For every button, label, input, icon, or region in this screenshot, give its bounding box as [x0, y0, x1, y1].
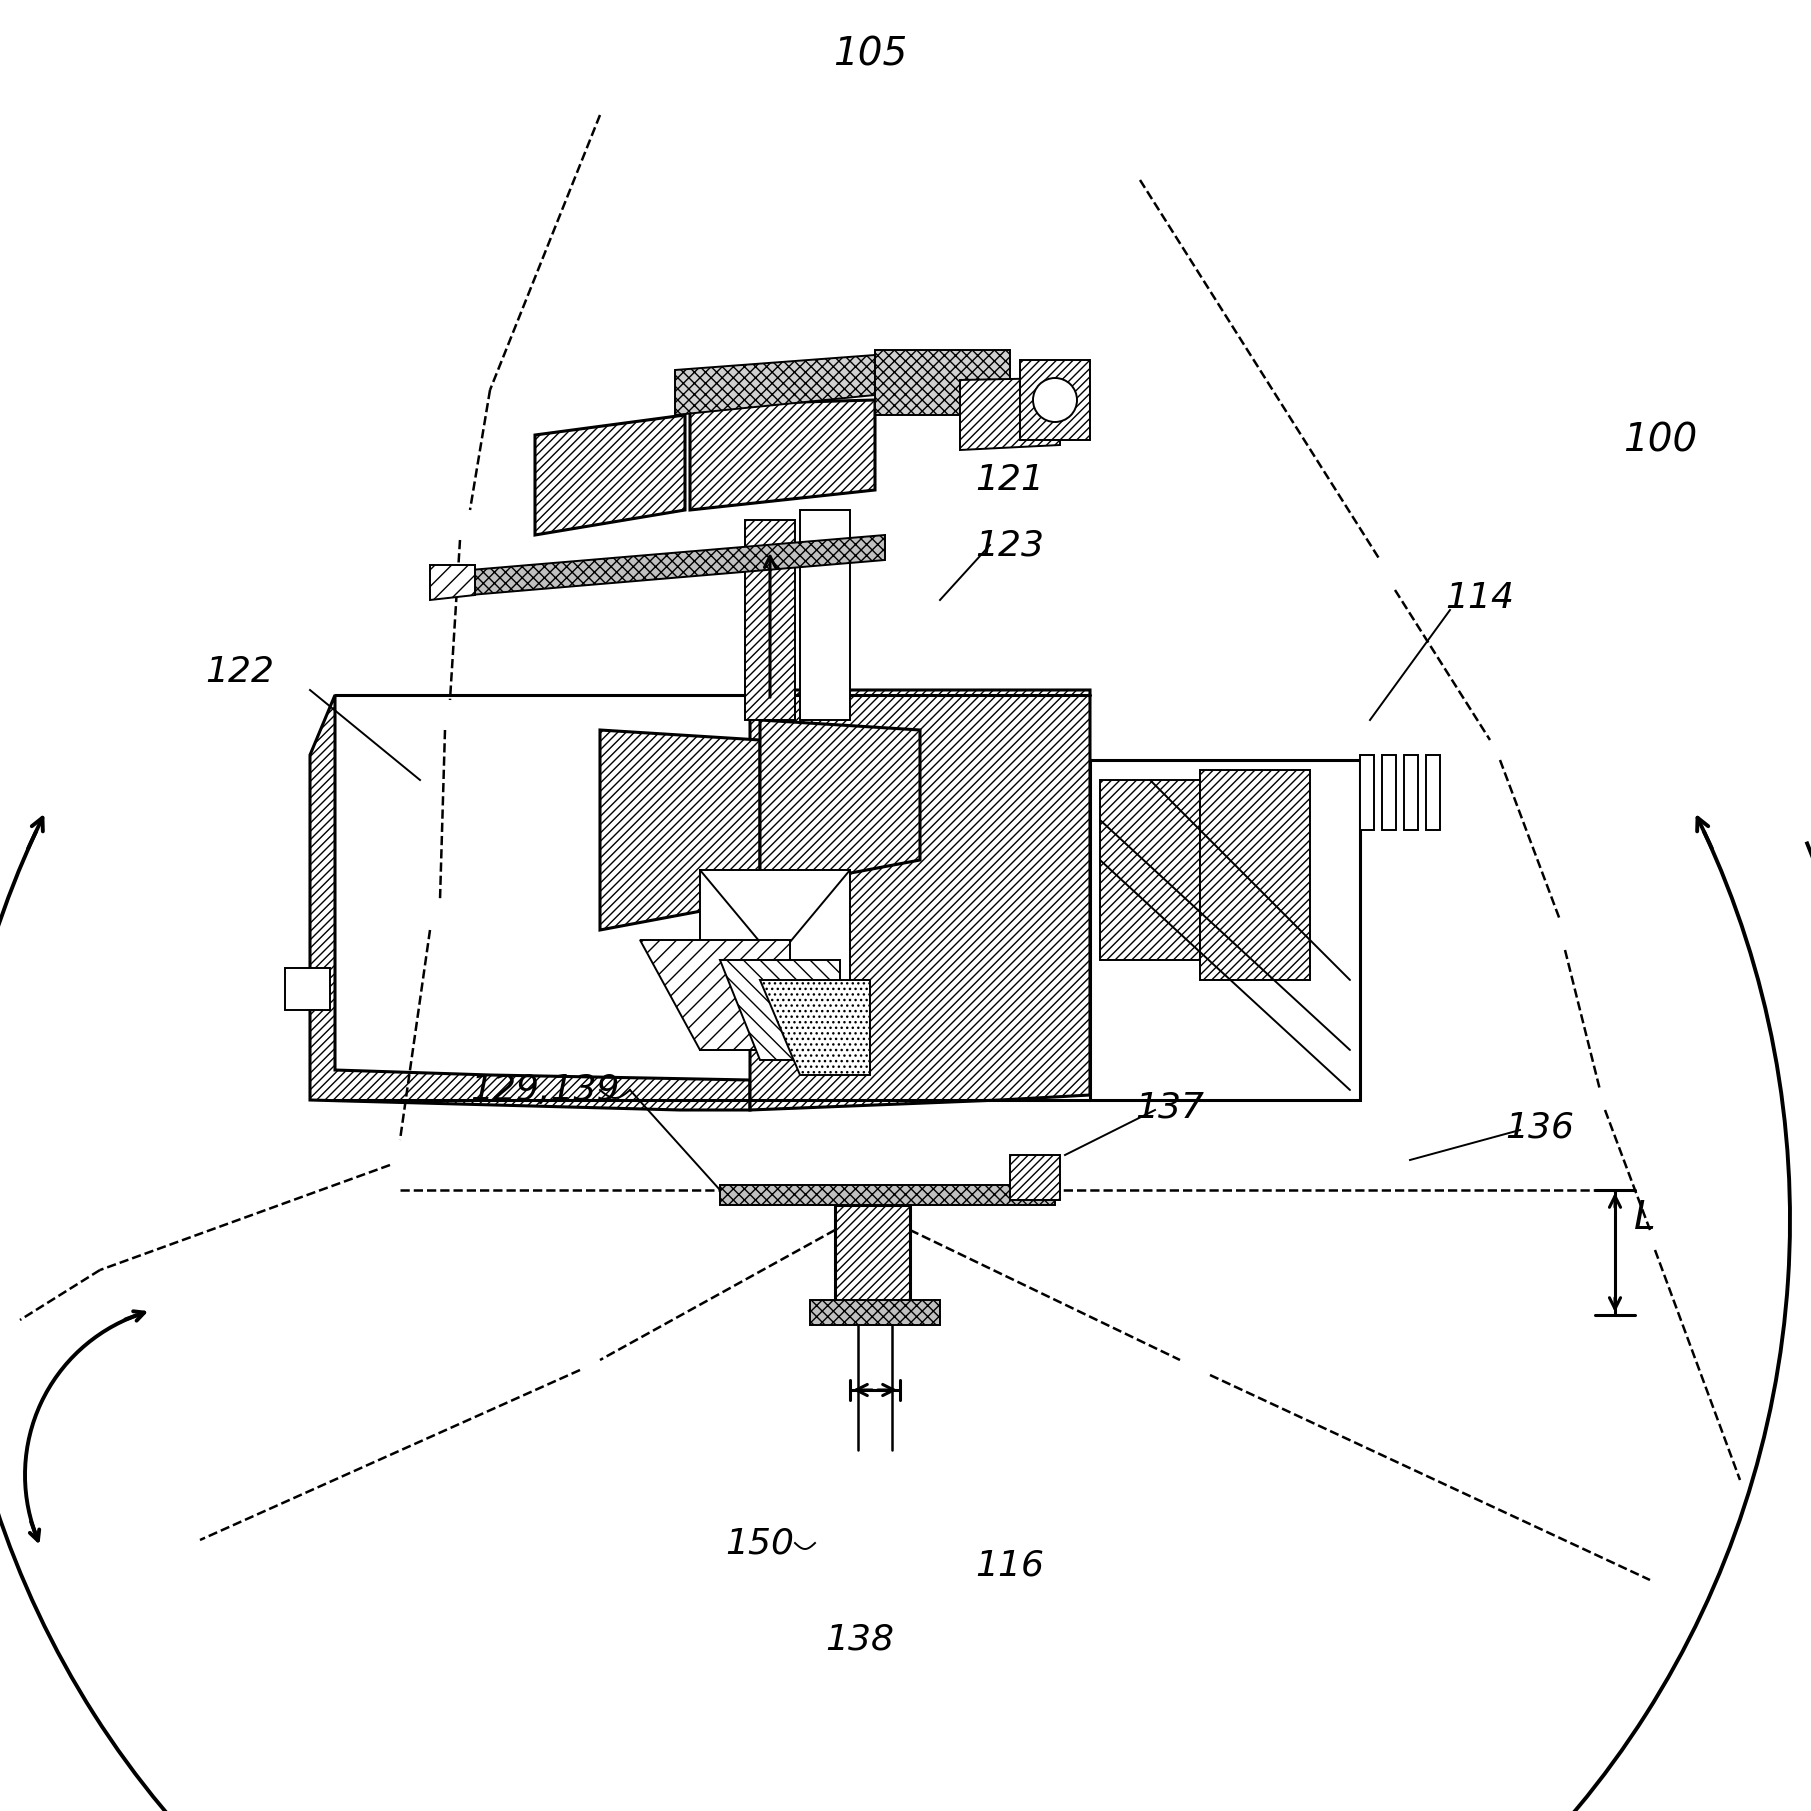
- Polygon shape: [800, 511, 849, 721]
- Polygon shape: [810, 1300, 940, 1326]
- Polygon shape: [835, 1204, 909, 1309]
- Polygon shape: [960, 378, 1059, 449]
- Polygon shape: [721, 960, 840, 1059]
- Text: L: L: [1634, 1199, 1655, 1237]
- Polygon shape: [676, 355, 875, 415]
- Text: 123: 123: [976, 529, 1045, 561]
- Polygon shape: [1020, 360, 1090, 440]
- Text: 116: 116: [976, 1548, 1045, 1583]
- Text: 100: 100: [1623, 420, 1697, 458]
- Polygon shape: [701, 869, 849, 1050]
- Text: 121: 121: [976, 464, 1045, 496]
- Polygon shape: [1201, 770, 1309, 980]
- Polygon shape: [1099, 781, 1201, 960]
- Polygon shape: [534, 415, 685, 534]
- Circle shape: [1032, 378, 1078, 422]
- Text: 122: 122: [205, 656, 275, 688]
- Polygon shape: [1011, 1155, 1059, 1201]
- Polygon shape: [639, 940, 790, 1050]
- Polygon shape: [429, 565, 474, 599]
- Polygon shape: [1090, 761, 1360, 1099]
- Polygon shape: [1404, 755, 1418, 829]
- Text: 137: 137: [1135, 1090, 1204, 1125]
- Polygon shape: [1360, 755, 1375, 829]
- Polygon shape: [471, 534, 886, 596]
- Text: 129,139: 129,139: [471, 1072, 619, 1107]
- Polygon shape: [750, 690, 1090, 1110]
- Polygon shape: [761, 721, 920, 889]
- Polygon shape: [1425, 755, 1440, 829]
- Polygon shape: [875, 350, 1011, 415]
- Text: 114: 114: [1445, 581, 1514, 616]
- Polygon shape: [761, 980, 869, 1076]
- Polygon shape: [284, 969, 330, 1011]
- Text: 150: 150: [726, 1527, 795, 1559]
- Polygon shape: [599, 730, 761, 931]
- Polygon shape: [1382, 755, 1396, 829]
- Text: 136: 136: [1505, 1110, 1574, 1145]
- Polygon shape: [690, 400, 875, 511]
- Polygon shape: [721, 1184, 1056, 1204]
- Polygon shape: [744, 520, 795, 721]
- Polygon shape: [310, 695, 750, 1110]
- Text: 105: 105: [833, 36, 907, 74]
- Text: 138: 138: [826, 1623, 895, 1657]
